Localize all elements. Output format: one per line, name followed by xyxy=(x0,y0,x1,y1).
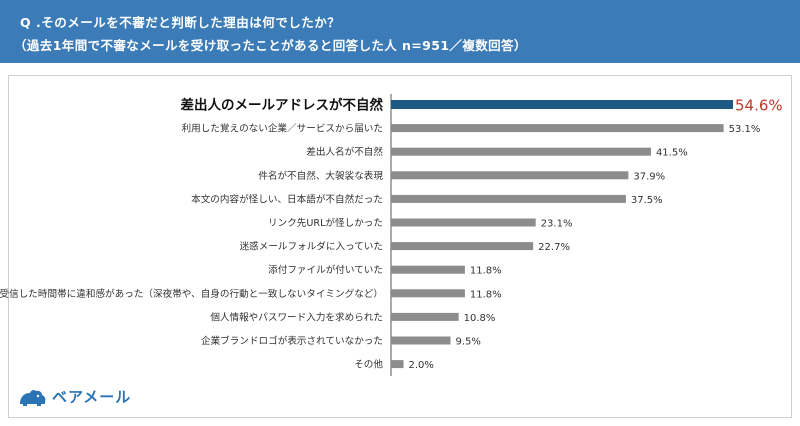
value-label: 10.8% xyxy=(464,313,496,324)
value-label: 11.8% xyxy=(470,289,502,300)
value-label: 9.5% xyxy=(456,337,481,348)
category-label: 添付ファイルが付いていた xyxy=(268,264,383,276)
category-label: 企業ブランドロゴが表示されていなかった xyxy=(201,335,383,347)
question-subtitle: （過去1年間で不審なメールを受け取ったことがあると回答した人 n=951／複数回… xyxy=(14,38,527,53)
category-label: 受信した時間帯に違和感があった（深夜帯や、自身の行動と一致しないタイミングなど） xyxy=(0,288,383,300)
category-label: 差出人名が不自然 xyxy=(306,146,383,158)
bar xyxy=(391,336,451,345)
value-label: 53.1% xyxy=(729,124,761,135)
bar xyxy=(391,147,651,156)
bar xyxy=(391,171,629,180)
value-label: 41.5% xyxy=(656,148,688,159)
value-label: 22.7% xyxy=(538,242,570,253)
category-label: 本文の内容が怪しい、日本語が不自然だった xyxy=(191,193,383,205)
category-label: 件名が不自然、大袈裟な表現 xyxy=(258,170,383,182)
bear-icon xyxy=(20,389,46,406)
category-label: 迷惑メールフォルダに入っていた xyxy=(240,241,383,253)
value-label: 2.0% xyxy=(409,360,434,371)
brand-logo: ベアメール xyxy=(18,385,131,407)
bar xyxy=(391,265,465,274)
bar xyxy=(391,218,536,227)
category-label: 差出人のメールアドレスが不自然 xyxy=(181,97,384,114)
bar xyxy=(391,242,534,251)
bar xyxy=(391,194,626,203)
bar xyxy=(391,360,404,369)
category-label: リンク先URLが怪しかった xyxy=(268,217,383,229)
bar-highlight xyxy=(391,100,733,109)
value-label: 23.1% xyxy=(541,219,573,230)
category-label: その他 xyxy=(354,359,383,371)
bar xyxy=(391,289,465,298)
value-label: 37.5% xyxy=(631,195,663,206)
brand-name: ベアメール xyxy=(52,387,132,406)
chart-header: Q .そのメールを不審だと判断した理由は何でしたか？ （過去1年間で不審なメール… xyxy=(0,0,800,63)
value-label: 11.8% xyxy=(470,266,502,277)
question-title: Q .そのメールを不審だと判断した理由は何でしたか？ xyxy=(20,15,341,30)
value-label: 37.9% xyxy=(633,171,665,182)
category-label: 利用した覚えのない企業／サービスから届いた xyxy=(182,123,383,135)
bar xyxy=(391,124,724,133)
bar xyxy=(391,312,459,321)
value-label: 54.6% xyxy=(735,97,783,115)
category-label: 個人情報やパスワード入力を求められた xyxy=(210,311,383,323)
